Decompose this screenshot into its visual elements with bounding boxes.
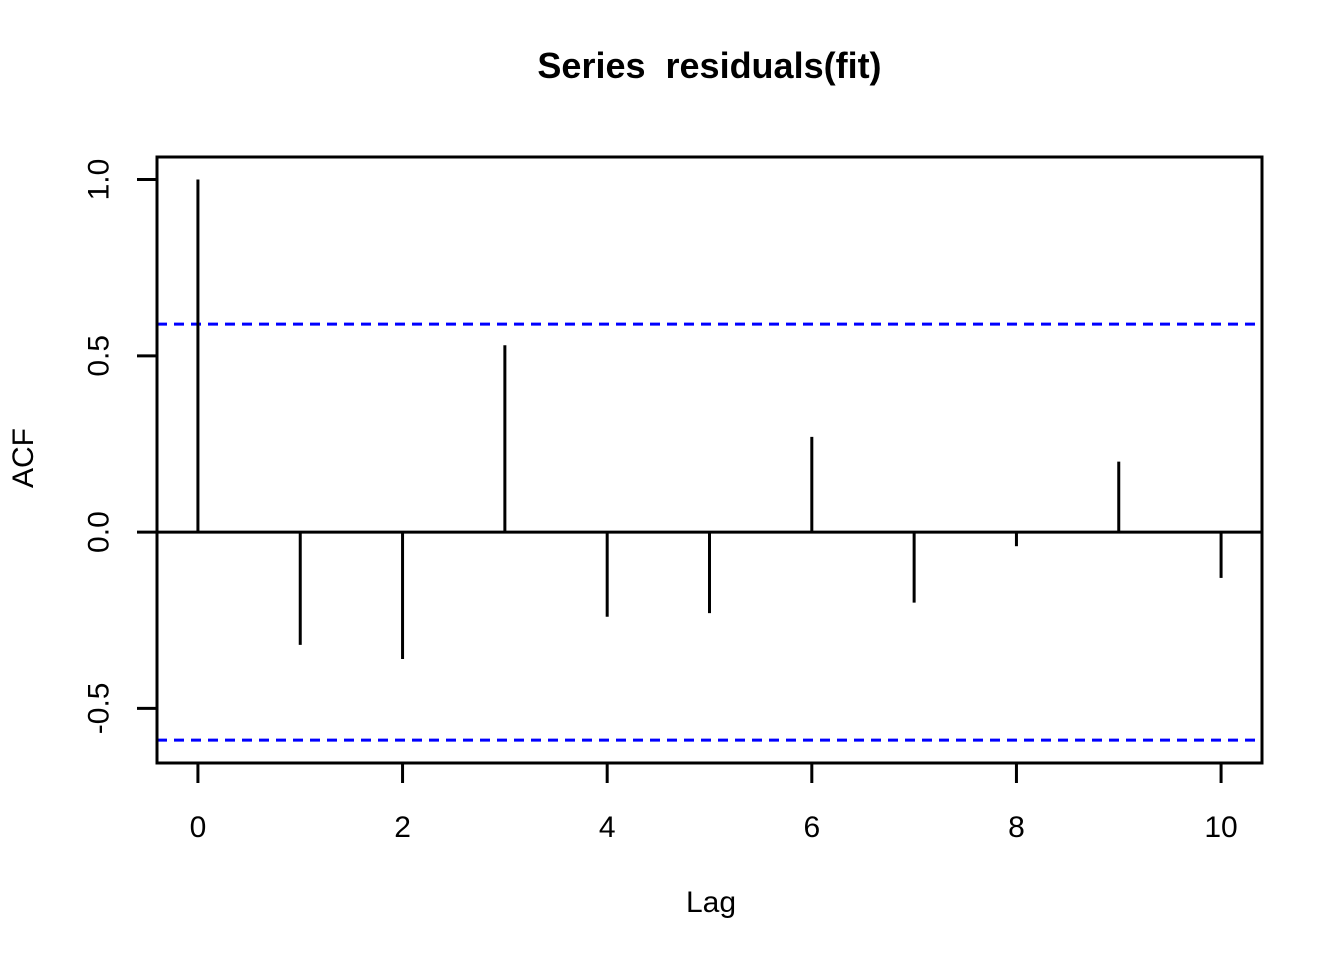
y-tick-label-0.5: 0.5 [83,335,116,377]
y-tick-label-1.0: 1.0 [83,159,116,201]
x-tick-label-4: 4 [599,811,616,844]
x-tick-label-10: 10 [1204,811,1237,844]
y-tick-label--0.5: -0.5 [83,683,116,735]
x-tick-label-0: 0 [190,811,207,844]
x-tick-label-2: 2 [394,811,411,844]
chart-title: Series residuals(fit) [537,45,882,86]
x-axis-title: Lag [685,886,737,919]
x-tick-label-8: 8 [1008,811,1025,844]
plot-box [155,155,1264,765]
y-tick-label-0.0: 0.0 [83,511,116,553]
x-tick-label-6: 6 [803,811,820,844]
